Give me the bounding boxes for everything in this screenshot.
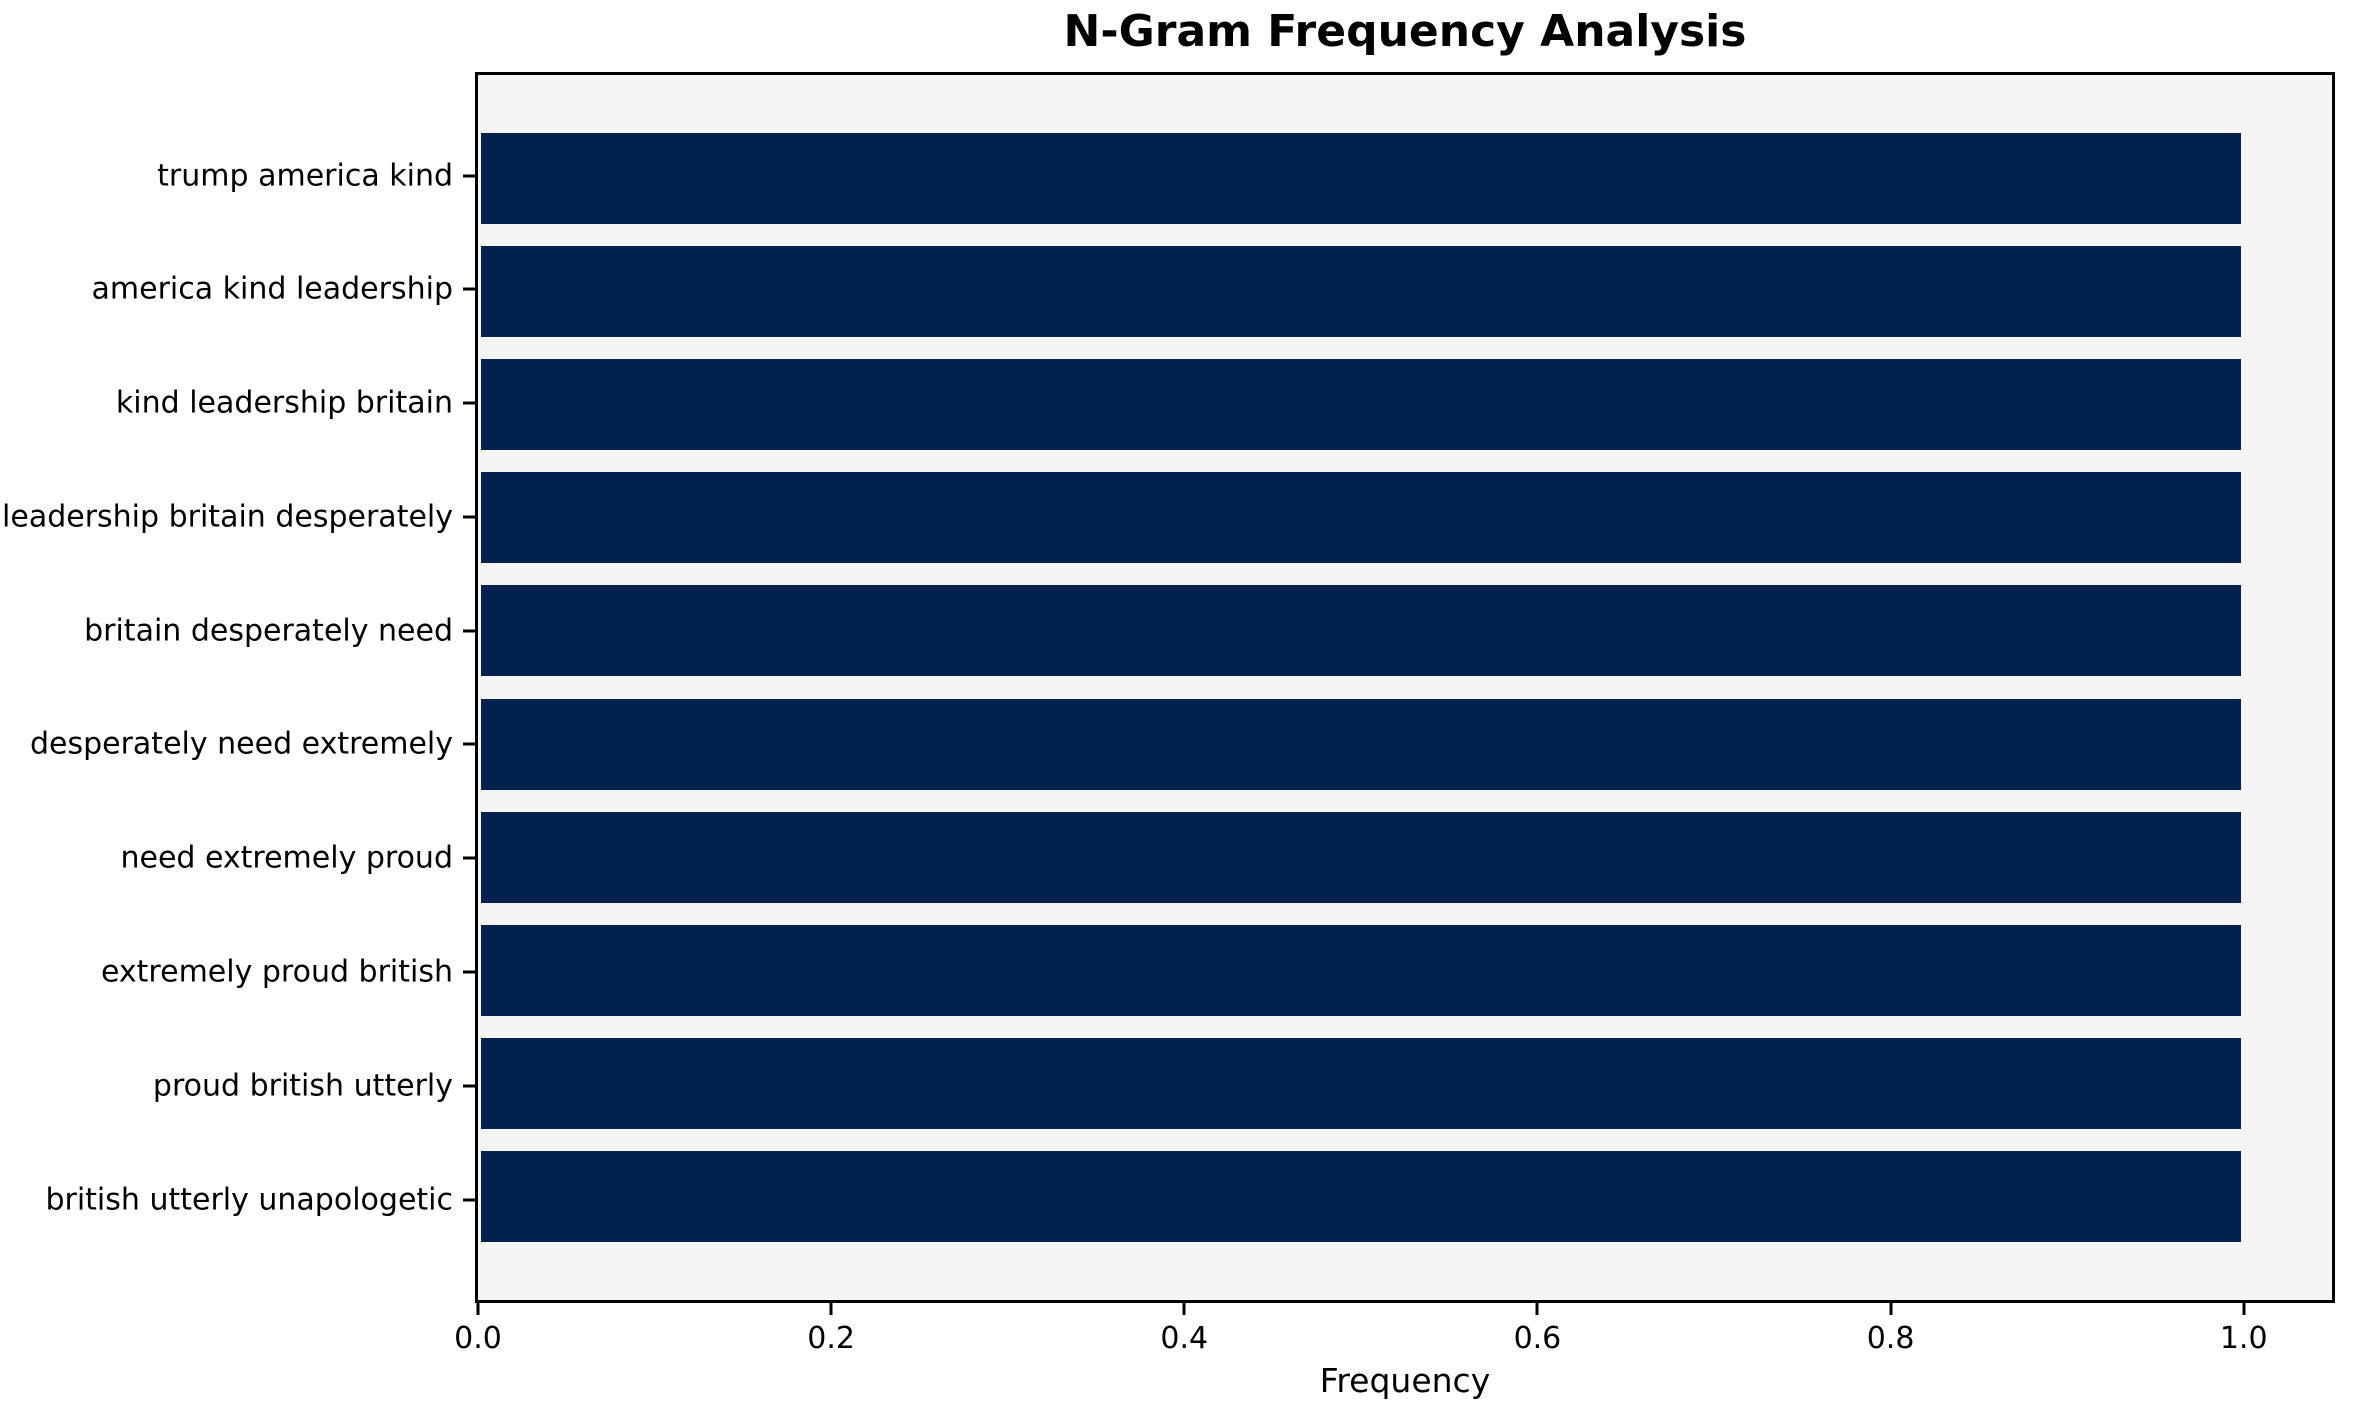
x-axis-tick bbox=[2242, 1303, 2246, 1315]
bar-row bbox=[481, 359, 2329, 451]
y-axis-tick bbox=[463, 970, 475, 974]
x-axis-tick bbox=[1535, 1303, 1539, 1315]
bar-america-kind-leadership bbox=[481, 246, 2241, 338]
bar-proud-british-utterly bbox=[481, 1037, 2241, 1129]
y-axis-tick bbox=[463, 515, 475, 519]
y-axis-tick bbox=[463, 856, 475, 860]
x-tick-label: 0.2 bbox=[807, 1321, 855, 1356]
x-tick-label: 0.0 bbox=[454, 1321, 502, 1356]
bar-kind-leadership-britain bbox=[481, 359, 2241, 451]
y-axis-tick bbox=[463, 174, 475, 177]
y-axis-tick bbox=[463, 1198, 475, 1201]
bars-container bbox=[481, 78, 2329, 1297]
bar-row bbox=[481, 246, 2329, 338]
bar-row bbox=[481, 472, 2329, 564]
x-tick-label: 0.8 bbox=[1866, 1321, 1915, 1356]
bar-extremely-proud-british bbox=[481, 924, 2241, 1016]
y-axis-tick bbox=[463, 629, 475, 633]
y-axis-tick bbox=[463, 401, 475, 405]
bar-row bbox=[481, 924, 2329, 1016]
y-axis-tick bbox=[463, 742, 475, 746]
bar-row bbox=[481, 698, 2329, 790]
y-tick-label: britain desperately need bbox=[84, 613, 453, 649]
y-tick-label: america kind leadership bbox=[91, 271, 453, 307]
bar-britain-desperately-need bbox=[481, 585, 2241, 677]
chart-wrapper: N-Gram Frequency Analysis trump america … bbox=[2, 6, 2335, 1400]
bar-row bbox=[481, 1150, 2329, 1242]
y-tick-label: extremely proud british bbox=[100, 954, 453, 990]
x-tick-label: 1.0 bbox=[2219, 1321, 2268, 1356]
y-tick-label: trump america kind bbox=[157, 158, 453, 193]
y-tick-label: desperately need extremely bbox=[29, 726, 453, 762]
bar-row bbox=[481, 585, 2329, 677]
bar-row bbox=[481, 811, 2329, 903]
y-tick-label: proud british utterly bbox=[152, 1068, 453, 1104]
x-axis-tick bbox=[1182, 1303, 1186, 1315]
y-tick-label: leadership britain desperately bbox=[2, 499, 453, 535]
bar-need-extremely-proud bbox=[481, 811, 2241, 903]
y-axis-tick bbox=[463, 1084, 475, 1088]
x-axis-tick bbox=[829, 1303, 833, 1315]
bar-row bbox=[481, 133, 2329, 224]
bar-british-utterly-unapologetic bbox=[481, 1150, 2241, 1242]
x-axis-tick bbox=[1889, 1303, 1893, 1315]
x-axis-title: Frequency bbox=[1319, 1361, 1491, 1400]
chart-title: N-Gram Frequency Analysis bbox=[1063, 6, 1747, 57]
y-tick-label: need extremely proud bbox=[120, 840, 453, 876]
y-tick-label: british utterly unapologetic bbox=[45, 1182, 453, 1217]
bar-leadership-britain-desperately bbox=[481, 472, 2241, 564]
bar-trump-america-kind bbox=[481, 133, 2241, 224]
bar-desperately-need-extremely bbox=[481, 698, 2241, 790]
x-axis-tick bbox=[476, 1303, 480, 1315]
y-axis-tick bbox=[463, 287, 475, 291]
plot-area bbox=[475, 72, 2335, 1303]
y-tick-label: kind leadership britain bbox=[115, 385, 453, 421]
x-tick-label: 0.6 bbox=[1513, 1321, 1562, 1356]
bar-row bbox=[481, 1037, 2329, 1129]
x-tick-label: 0.4 bbox=[1160, 1321, 1209, 1356]
